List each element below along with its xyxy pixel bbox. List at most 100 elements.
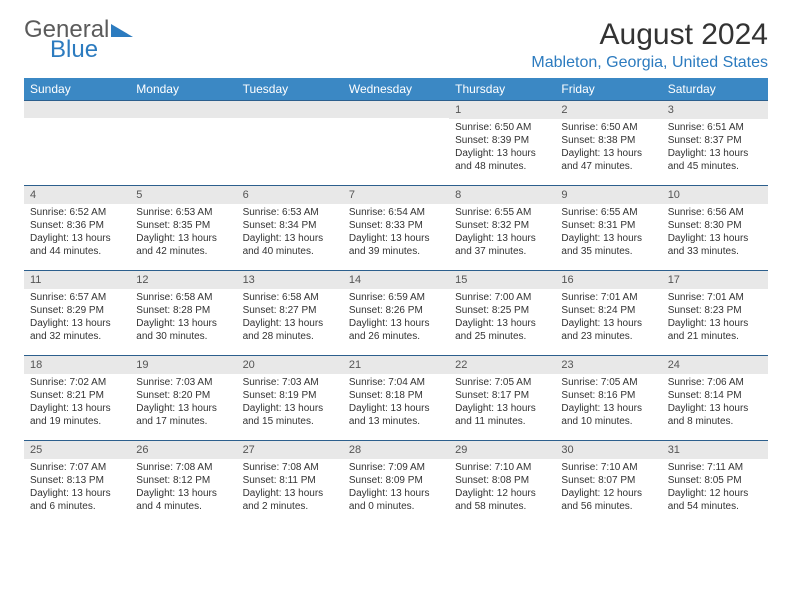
day-number: 30 <box>555 441 661 459</box>
day-body: Sunrise: 7:01 AMSunset: 8:23 PMDaylight:… <box>662 289 768 347</box>
day-header: Friday <box>555 78 661 100</box>
daylight-text: Daylight: 13 hours and 17 minutes. <box>136 402 230 428</box>
sunrise-text: Sunrise: 6:53 AM <box>136 206 230 219</box>
sunrise-text: Sunrise: 6:58 AM <box>136 291 230 304</box>
daylight-text: Daylight: 13 hours and 19 minutes. <box>30 402 124 428</box>
day-number: 24 <box>662 356 768 374</box>
day-body: Sunrise: 6:58 AMSunset: 8:27 PMDaylight:… <box>237 289 343 347</box>
day-body: Sunrise: 7:05 AMSunset: 8:17 PMDaylight:… <box>449 374 555 432</box>
daylight-text: Daylight: 13 hours and 4 minutes. <box>136 487 230 513</box>
day-cell <box>237 101 343 185</box>
day-cell: 29Sunrise: 7:10 AMSunset: 8:08 PMDayligh… <box>449 441 555 525</box>
day-number: 20 <box>237 356 343 374</box>
daylight-text: Daylight: 13 hours and 45 minutes. <box>668 147 762 173</box>
day-header: Tuesday <box>237 78 343 100</box>
sunrise-text: Sunrise: 7:00 AM <box>455 291 549 304</box>
sunrise-text: Sunrise: 7:05 AM <box>455 376 549 389</box>
sunset-text: Sunset: 8:36 PM <box>30 219 124 232</box>
day-body: Sunrise: 7:05 AMSunset: 8:16 PMDaylight:… <box>555 374 661 432</box>
daylight-text: Daylight: 13 hours and 33 minutes. <box>668 232 762 258</box>
day-body: Sunrise: 7:09 AMSunset: 8:09 PMDaylight:… <box>343 459 449 517</box>
day-header: Thursday <box>449 78 555 100</box>
sunrise-text: Sunrise: 7:07 AM <box>30 461 124 474</box>
daylight-text: Daylight: 13 hours and 0 minutes. <box>349 487 443 513</box>
daylight-text: Daylight: 13 hours and 10 minutes. <box>561 402 655 428</box>
daylight-text: Daylight: 13 hours and 15 minutes. <box>243 402 337 428</box>
daylight-text: Daylight: 13 hours and 42 minutes. <box>136 232 230 258</box>
day-cell: 27Sunrise: 7:08 AMSunset: 8:11 PMDayligh… <box>237 441 343 525</box>
sunset-text: Sunset: 8:18 PM <box>349 389 443 402</box>
sunset-text: Sunset: 8:35 PM <box>136 219 230 232</box>
sunrise-text: Sunrise: 7:08 AM <box>243 461 337 474</box>
sunrise-text: Sunrise: 6:55 AM <box>561 206 655 219</box>
day-cell: 2Sunrise: 6:50 AMSunset: 8:38 PMDaylight… <box>555 101 661 185</box>
day-cell: 22Sunrise: 7:05 AMSunset: 8:17 PMDayligh… <box>449 356 555 440</box>
day-number: 26 <box>130 441 236 459</box>
day-number: 25 <box>24 441 130 459</box>
sunset-text: Sunset: 8:12 PM <box>136 474 230 487</box>
day-number: 16 <box>555 271 661 289</box>
day-number: 13 <box>237 271 343 289</box>
day-body: Sunrise: 6:56 AMSunset: 8:30 PMDaylight:… <box>662 204 768 262</box>
sunset-text: Sunset: 8:24 PM <box>561 304 655 317</box>
sunset-text: Sunset: 8:27 PM <box>243 304 337 317</box>
sunrise-text: Sunrise: 6:55 AM <box>455 206 549 219</box>
day-cell: 8Sunrise: 6:55 AMSunset: 8:32 PMDaylight… <box>449 186 555 270</box>
sunrise-text: Sunrise: 6:58 AM <box>243 291 337 304</box>
day-cell: 10Sunrise: 6:56 AMSunset: 8:30 PMDayligh… <box>662 186 768 270</box>
day-body: Sunrise: 7:01 AMSunset: 8:24 PMDaylight:… <box>555 289 661 347</box>
day-number: 19 <box>130 356 236 374</box>
sunrise-text: Sunrise: 7:01 AM <box>668 291 762 304</box>
day-body: Sunrise: 6:54 AMSunset: 8:33 PMDaylight:… <box>343 204 449 262</box>
day-number: 21 <box>343 356 449 374</box>
logo: General Blue <box>24 18 133 62</box>
day-number: 23 <box>555 356 661 374</box>
day-cell: 16Sunrise: 7:01 AMSunset: 8:24 PMDayligh… <box>555 271 661 355</box>
day-body: Sunrise: 7:10 AMSunset: 8:07 PMDaylight:… <box>555 459 661 517</box>
day-number: 28 <box>343 441 449 459</box>
day-cell: 30Sunrise: 7:10 AMSunset: 8:07 PMDayligh… <box>555 441 661 525</box>
sunrise-text: Sunrise: 6:53 AM <box>243 206 337 219</box>
day-cell: 4Sunrise: 6:52 AMSunset: 8:36 PMDaylight… <box>24 186 130 270</box>
day-header: Wednesday <box>343 78 449 100</box>
day-cell: 9Sunrise: 6:55 AMSunset: 8:31 PMDaylight… <box>555 186 661 270</box>
day-cell: 13Sunrise: 6:58 AMSunset: 8:27 PMDayligh… <box>237 271 343 355</box>
sunset-text: Sunset: 8:29 PM <box>30 304 124 317</box>
week-row: 4Sunrise: 6:52 AMSunset: 8:36 PMDaylight… <box>24 185 768 270</box>
daylight-text: Daylight: 13 hours and 6 minutes. <box>30 487 124 513</box>
sunset-text: Sunset: 8:21 PM <box>30 389 124 402</box>
sunrise-text: Sunrise: 6:52 AM <box>30 206 124 219</box>
daylight-text: Daylight: 13 hours and 2 minutes. <box>243 487 337 513</box>
day-body: Sunrise: 7:10 AMSunset: 8:08 PMDaylight:… <box>449 459 555 517</box>
daylight-text: Daylight: 13 hours and 37 minutes. <box>455 232 549 258</box>
day-cell: 23Sunrise: 7:05 AMSunset: 8:16 PMDayligh… <box>555 356 661 440</box>
day-cell: 15Sunrise: 7:00 AMSunset: 8:25 PMDayligh… <box>449 271 555 355</box>
day-number: 10 <box>662 186 768 204</box>
sunset-text: Sunset: 8:38 PM <box>561 134 655 147</box>
day-number: 2 <box>555 101 661 119</box>
daylight-text: Daylight: 13 hours and 35 minutes. <box>561 232 655 258</box>
day-cell <box>24 101 130 185</box>
day-body: Sunrise: 6:53 AMSunset: 8:35 PMDaylight:… <box>130 204 236 262</box>
day-cell: 1Sunrise: 6:50 AMSunset: 8:39 PMDaylight… <box>449 101 555 185</box>
daylight-text: Daylight: 12 hours and 56 minutes. <box>561 487 655 513</box>
day-header: Sunday <box>24 78 130 100</box>
sunset-text: Sunset: 8:07 PM <box>561 474 655 487</box>
sunrise-text: Sunrise: 7:05 AM <box>561 376 655 389</box>
sunrise-text: Sunrise: 6:59 AM <box>349 291 443 304</box>
sunset-text: Sunset: 8:08 PM <box>455 474 549 487</box>
day-number: 12 <box>130 271 236 289</box>
day-body: Sunrise: 7:11 AMSunset: 8:05 PMDaylight:… <box>662 459 768 517</box>
sunset-text: Sunset: 8:32 PM <box>455 219 549 232</box>
sunrise-text: Sunrise: 7:02 AM <box>30 376 124 389</box>
sunrise-text: Sunrise: 7:06 AM <box>668 376 762 389</box>
sunrise-text: Sunrise: 6:56 AM <box>668 206 762 219</box>
day-body: Sunrise: 6:55 AMSunset: 8:32 PMDaylight:… <box>449 204 555 262</box>
day-body: Sunrise: 6:59 AMSunset: 8:26 PMDaylight:… <box>343 289 449 347</box>
sunrise-text: Sunrise: 6:50 AM <box>455 121 549 134</box>
day-number: 7 <box>343 186 449 204</box>
day-cell: 20Sunrise: 7:03 AMSunset: 8:19 PMDayligh… <box>237 356 343 440</box>
day-body: Sunrise: 6:53 AMSunset: 8:34 PMDaylight:… <box>237 204 343 262</box>
daylight-text: Daylight: 13 hours and 25 minutes. <box>455 317 549 343</box>
sunset-text: Sunset: 8:17 PM <box>455 389 549 402</box>
